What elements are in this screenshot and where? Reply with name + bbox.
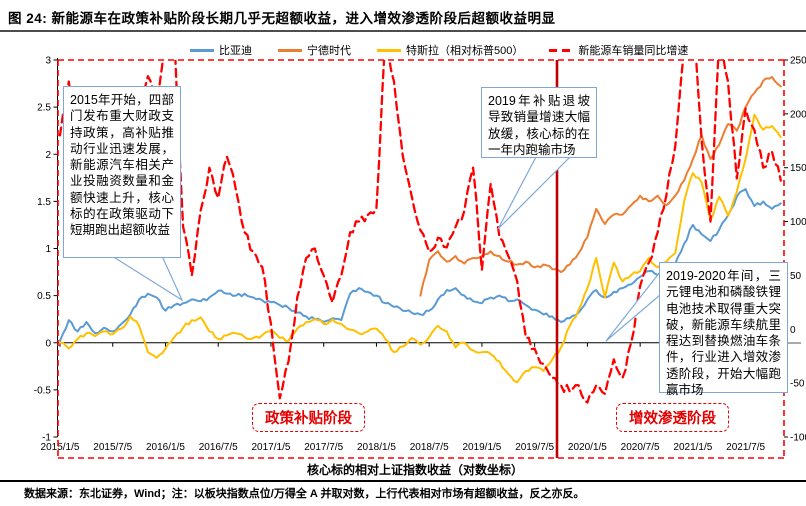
legend-label: 新能源车销量同比增速 xyxy=(578,45,689,57)
title-divider xyxy=(0,30,806,32)
svg-text:2: 2 xyxy=(45,150,51,161)
svg-text:2017/1/5: 2017/1/5 xyxy=(251,442,290,453)
svg-text:150: 150 xyxy=(790,163,806,174)
legend-item-byd: 比亚迪 xyxy=(190,42,252,58)
annotation-2019-2020-battery: 2019-2020年间，三元锂电池和磷酸铁锂电池技术取得重大突破，新能源车续航里… xyxy=(659,262,788,397)
svg-text:-100: -100 xyxy=(790,433,806,444)
byd-line-swatch xyxy=(190,48,214,52)
nev-sales-line-swatch xyxy=(549,48,574,52)
svg-text:1.5: 1.5 xyxy=(37,197,51,208)
svg-text:2015/7/5: 2015/7/5 xyxy=(93,442,132,453)
svg-text:200: 200 xyxy=(790,109,806,120)
svg-text:2021/7/5: 2021/7/5 xyxy=(726,442,765,453)
svg-text:-50: -50 xyxy=(790,379,805,390)
svg-text:-1: -1 xyxy=(42,433,51,444)
svg-text:2019/1/5: 2019/1/5 xyxy=(462,442,501,453)
svg-text:3: 3 xyxy=(45,56,51,67)
svg-text:250: 250 xyxy=(790,56,806,67)
svg-text:2015/1/5: 2015/1/5 xyxy=(41,442,80,453)
legend: 比亚迪 宁德时代 特斯拉（相对标普500） 新能源车销量同比增速 xyxy=(190,42,688,58)
svg-text:0: 0 xyxy=(45,338,51,349)
svg-text:0.5: 0.5 xyxy=(37,291,51,302)
svg-text:-0.5: -0.5 xyxy=(34,385,52,396)
svg-text:50: 50 xyxy=(790,271,802,282)
tesla-line-swatch xyxy=(377,48,401,52)
svg-text:2021/1/5: 2021/1/5 xyxy=(673,442,712,453)
legend-item-catl: 宁德时代 xyxy=(278,42,351,58)
phase-label-policy-subsidy: 政策补贴阶段 xyxy=(252,403,365,432)
svg-text:2.5: 2.5 xyxy=(37,103,51,114)
svg-text:2017/7/5: 2017/7/5 xyxy=(304,442,343,453)
svg-text:2016/7/5: 2016/7/5 xyxy=(199,442,238,453)
legend-item-tesla: 特斯拉（相对标普500） xyxy=(377,42,523,58)
phase-label-efficiency-penetration: 增效渗透阶段 xyxy=(616,403,729,432)
source-note: 数据来源：东北证券，Wind；注：以板块指数点位/万得全 A 并取对数，上行代表… xyxy=(24,488,585,500)
svg-text:2020/7/5: 2020/7/5 xyxy=(621,442,660,453)
catl-line-swatch xyxy=(278,48,302,52)
legend-label: 比亚迪 xyxy=(219,45,252,57)
svg-text:2018/7/5: 2018/7/5 xyxy=(410,442,449,453)
figure-title: 图 24: 新能源车在政策补贴阶段长期几乎无超额收益，进入增效渗透阶段后超额收益… xyxy=(8,11,556,26)
svg-text:0: 0 xyxy=(790,325,796,336)
annotation-2019-subsidy-cut: 2019年补贴退坡导致销量增速大幅放缓，核心标的在一年内跑输市场 xyxy=(481,87,597,158)
legend-label: 宁德时代 xyxy=(307,45,351,57)
legend-item-nev-sales: 新能源车销量同比增速 xyxy=(549,42,688,58)
svg-text:2018/1/5: 2018/1/5 xyxy=(357,442,396,453)
svg-text:100: 100 xyxy=(790,217,806,228)
svg-text:2019/7/5: 2019/7/5 xyxy=(515,442,554,453)
svg-text:1: 1 xyxy=(45,244,51,255)
annotation-2015-policy: 2015年开始，四部门发布重大财政支持政策，高补贴推动行业迅速发展，新能源汽车相… xyxy=(63,86,181,258)
footer-divider xyxy=(0,480,806,482)
svg-text:2016/1/5: 2016/1/5 xyxy=(146,442,185,453)
x-axis-title: 核心标的相对上证指数收益（对数坐标） xyxy=(306,463,523,477)
legend-label: 特斯拉（相对标普500） xyxy=(406,45,524,57)
svg-text:2020/1/5: 2020/1/5 xyxy=(568,442,607,453)
